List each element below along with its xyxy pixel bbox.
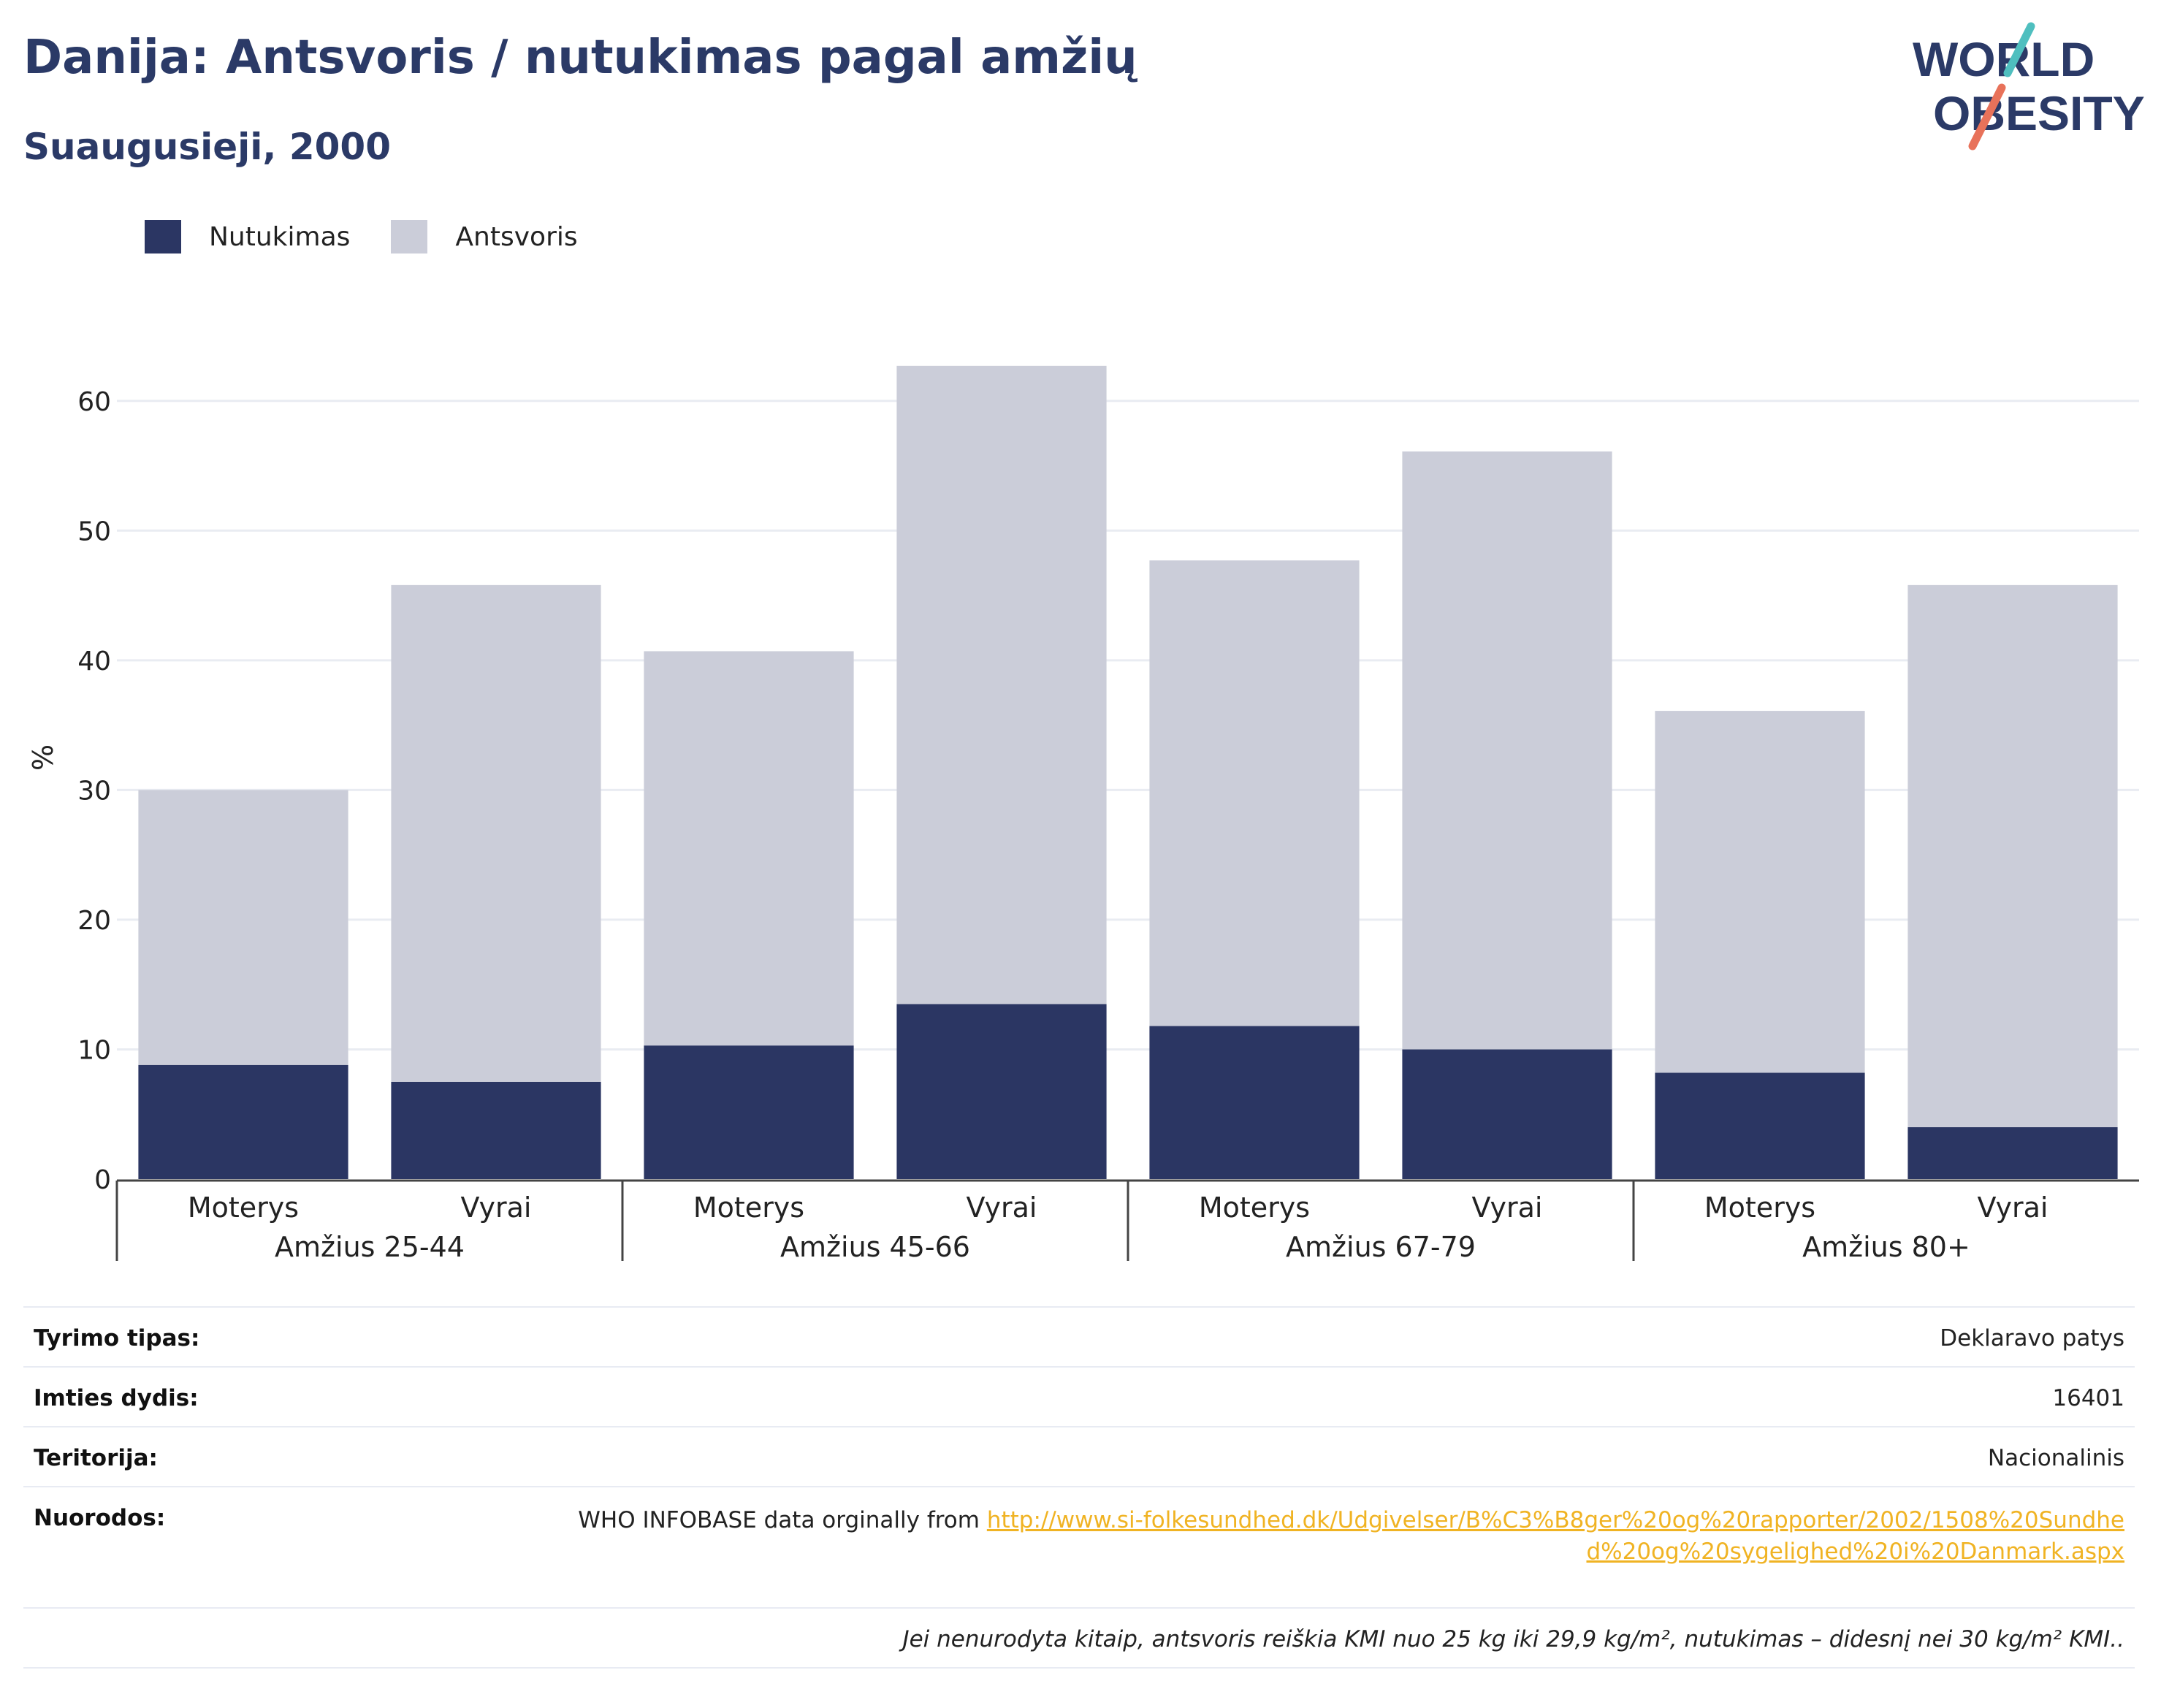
bar-segment bbox=[391, 1081, 601, 1179]
info-value-sample-size: 16401 bbox=[2052, 1385, 2124, 1411]
bar-segment bbox=[644, 651, 854, 1046]
info-label-references: Nuorodos: bbox=[34, 1505, 166, 1531]
group-label: Amžius 25-44 bbox=[275, 1231, 465, 1263]
page-subtitle: Suaugusieji, 2000 bbox=[23, 126, 391, 168]
bar-segment bbox=[896, 1004, 1107, 1179]
y-tick-label: 40 bbox=[77, 647, 111, 676]
bar-segment bbox=[138, 790, 348, 1065]
chart-legend: Nutukimas Antsvoris bbox=[145, 216, 619, 257]
x-tick-label: Vyrai bbox=[461, 1192, 532, 1224]
info-value-territory: Nacionalinis bbox=[1987, 1445, 2124, 1471]
group-label: Amžius 67-79 bbox=[1286, 1231, 1476, 1263]
y-tick-label: 20 bbox=[77, 906, 111, 936]
bar-segment bbox=[138, 1064, 348, 1179]
info-row-survey-type: Tyrimo tipas: Deklaravo patys bbox=[23, 1306, 2135, 1366]
references-prefix: WHO INFOBASE data orginally from bbox=[578, 1507, 987, 1533]
logo-text-obesity: OBESITY bbox=[1933, 86, 2145, 140]
logo-slash-coral bbox=[1968, 83, 2006, 150]
x-tick-label: Vyrai bbox=[967, 1192, 1037, 1224]
legend-swatch-obesity bbox=[145, 220, 181, 253]
y-tick-label: 60 bbox=[77, 387, 111, 417]
legend-item-obesity[interactable]: Nutukimas bbox=[145, 220, 350, 253]
logo-slash-teal bbox=[2003, 22, 2035, 77]
legend-label-obesity: Nutukimas bbox=[209, 221, 351, 252]
legend-swatch-overweight bbox=[391, 220, 428, 253]
info-table-bottom-border bbox=[23, 1667, 2135, 1669]
group-label: Amžius 80+ bbox=[1802, 1231, 1970, 1263]
info-value-references: WHO INFOBASE data orginally from http://… bbox=[576, 1505, 2124, 1568]
bar-segment bbox=[1402, 1049, 1612, 1179]
info-label-survey-type: Tyrimo tipas: bbox=[34, 1325, 200, 1351]
y-tick-label: 10 bbox=[77, 1035, 111, 1065]
bar-segment bbox=[391, 584, 601, 1082]
y-tick-label: 30 bbox=[77, 776, 111, 806]
x-tick-label: Vyrai bbox=[1978, 1192, 2048, 1224]
references-link[interactable]: http://www.si-folkesundhed.dk/Udgivelser… bbox=[986, 1507, 2124, 1565]
bar-segment bbox=[896, 365, 1107, 1004]
bar-segment bbox=[1149, 560, 1360, 1026]
info-row-references: Nuorodos: WHO INFOBASE data orginally fr… bbox=[23, 1486, 2135, 1607]
info-label-sample-size: Imties dydis: bbox=[34, 1385, 199, 1411]
legend-item-overweight[interactable]: Antsvoris bbox=[391, 220, 578, 253]
legend-label-overweight: Antsvoris bbox=[455, 221, 578, 252]
info-row-sample-size: Imties dydis: 16401 bbox=[23, 1366, 2135, 1426]
bar-segment bbox=[644, 1045, 854, 1179]
bar-segment bbox=[1655, 711, 1865, 1073]
bar-chart: 0 10 20 30 40 50 60% Moterys Vyrai Moterys Vyrai Mo… bbox=[27, 365, 2139, 1263]
page-title: Danija: Antsvoris / nutukimas pagal amži… bbox=[23, 31, 1137, 85]
x-tick-label: Moterys bbox=[693, 1192, 804, 1224]
bar-segment bbox=[1149, 1026, 1360, 1179]
bar-segment bbox=[1907, 1126, 2118, 1179]
definition-note: Jei nenurodyta kitaip, antsvoris reiškia… bbox=[902, 1626, 2124, 1652]
group-label: Amžius 45-66 bbox=[780, 1231, 970, 1263]
y-axis-label: % bbox=[27, 744, 59, 771]
x-tick-label: Moterys bbox=[1704, 1192, 1815, 1224]
x-tick-label: Moterys bbox=[188, 1192, 299, 1224]
logo-text-world: WORLD bbox=[1913, 32, 2095, 86]
bar-segment bbox=[1402, 451, 1612, 1050]
info-value-survey-type: Deklaravo patys bbox=[1940, 1325, 2124, 1351]
y-tick-label: 50 bbox=[77, 516, 111, 546]
x-tick-label: Moterys bbox=[1199, 1192, 1310, 1224]
y-tick-label: 0 bbox=[94, 1165, 111, 1195]
info-row-note: Jei nenurodyta kitaip, antsvoris reiškia… bbox=[23, 1607, 2135, 1667]
world-obesity-logo: WORLD OBESITY bbox=[1913, 22, 2145, 150]
info-label-territory: Teritorija: bbox=[34, 1445, 158, 1471]
info-row-territory: Teritorija: Nacionalinis bbox=[23, 1426, 2135, 1486]
bar-segment bbox=[1655, 1072, 1865, 1179]
bar-segment bbox=[1907, 584, 2118, 1127]
x-tick-label: Vyrai bbox=[1472, 1192, 1543, 1224]
info-table: Tyrimo tipas: Deklaravo patys Imties dyd… bbox=[23, 1306, 2135, 1669]
